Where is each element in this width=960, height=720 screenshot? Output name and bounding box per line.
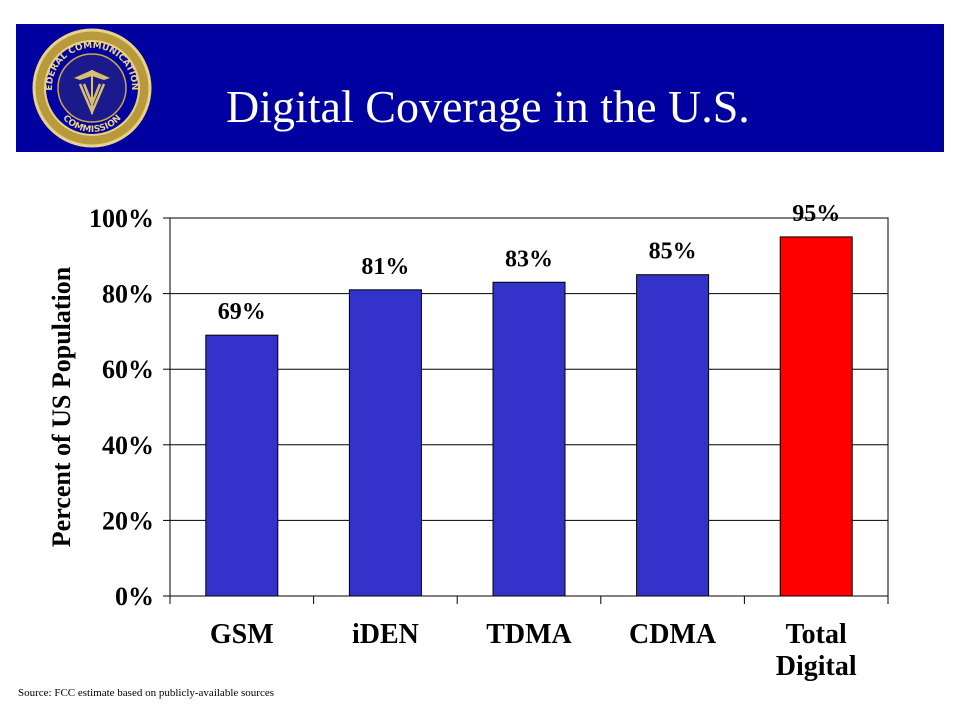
x-tick-label: CDMA (629, 619, 717, 650)
y-tick-label: 20% (102, 506, 154, 535)
y-axis-label: Percent of US Population (47, 266, 76, 547)
data-label: 95% (792, 201, 840, 227)
x-tick-label: iDEN (352, 619, 419, 650)
bar-tdma (492, 281, 566, 597)
fcc-seal-logo: FEDERAL COMMUNICATIONS COMMISSION (18, 24, 152, 148)
plot-area-border (169, 217, 889, 597)
x-tick-label: Total (786, 619, 847, 650)
data-label: 81% (361, 254, 409, 280)
x-tick-label: GSM (210, 619, 274, 650)
bar-gsm (205, 334, 279, 597)
bar-total-digital (779, 236, 853, 597)
source-note: Source: FCC estimate based on publicly-a… (18, 687, 274, 699)
bar-iden (348, 289, 422, 597)
y-tick-label: 40% (102, 431, 154, 460)
title-banner: FEDERAL COMMUNICATIONS COMMISSION Digita… (16, 24, 944, 152)
data-label: 69% (218, 299, 266, 325)
page-title: Digital Coverage in the U.S. (226, 81, 750, 132)
y-tick-label: 80% (102, 280, 154, 309)
data-label: 83% (505, 246, 553, 272)
bar-cdma (636, 274, 710, 597)
y-tick-label: 100% (89, 204, 154, 233)
x-tick-label: TDMA (486, 619, 572, 650)
x-tick-label: Digital (776, 651, 857, 682)
y-tick-label: 60% (102, 355, 154, 384)
data-label: 85% (649, 239, 697, 265)
y-tick-label: 0% (115, 582, 154, 611)
